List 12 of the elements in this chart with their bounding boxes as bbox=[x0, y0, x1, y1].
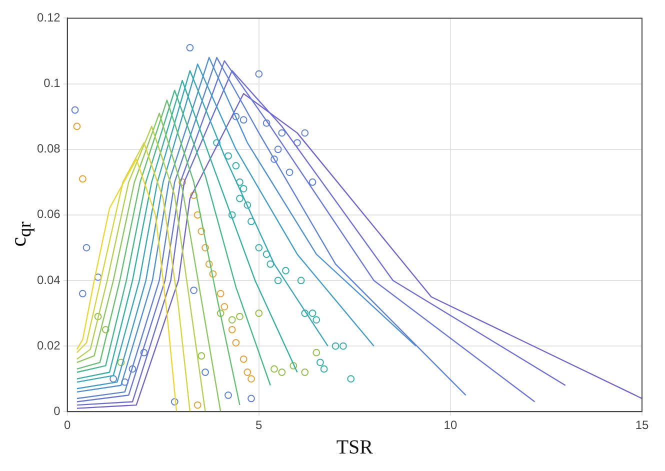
y-tick-label: 0.04 bbox=[36, 272, 61, 287]
x-tick-label: 15 bbox=[635, 418, 649, 432]
y-tick-label: 0.1 bbox=[44, 76, 61, 90]
y-tick-label: 0.02 bbox=[36, 338, 61, 352]
x-tick-label: 10 bbox=[444, 418, 458, 432]
x-tick-label: 5 bbox=[256, 418, 263, 432]
y-tick-label: 0.06 bbox=[36, 207, 61, 222]
x-tick-label: 0 bbox=[64, 418, 72, 432]
y-tick-label: 0 bbox=[54, 404, 61, 418]
y-tick-label: 0.08 bbox=[36, 142, 61, 156]
y-tick-label: 0.12 bbox=[36, 10, 61, 25]
x-axis-title: TSR bbox=[336, 436, 374, 458]
